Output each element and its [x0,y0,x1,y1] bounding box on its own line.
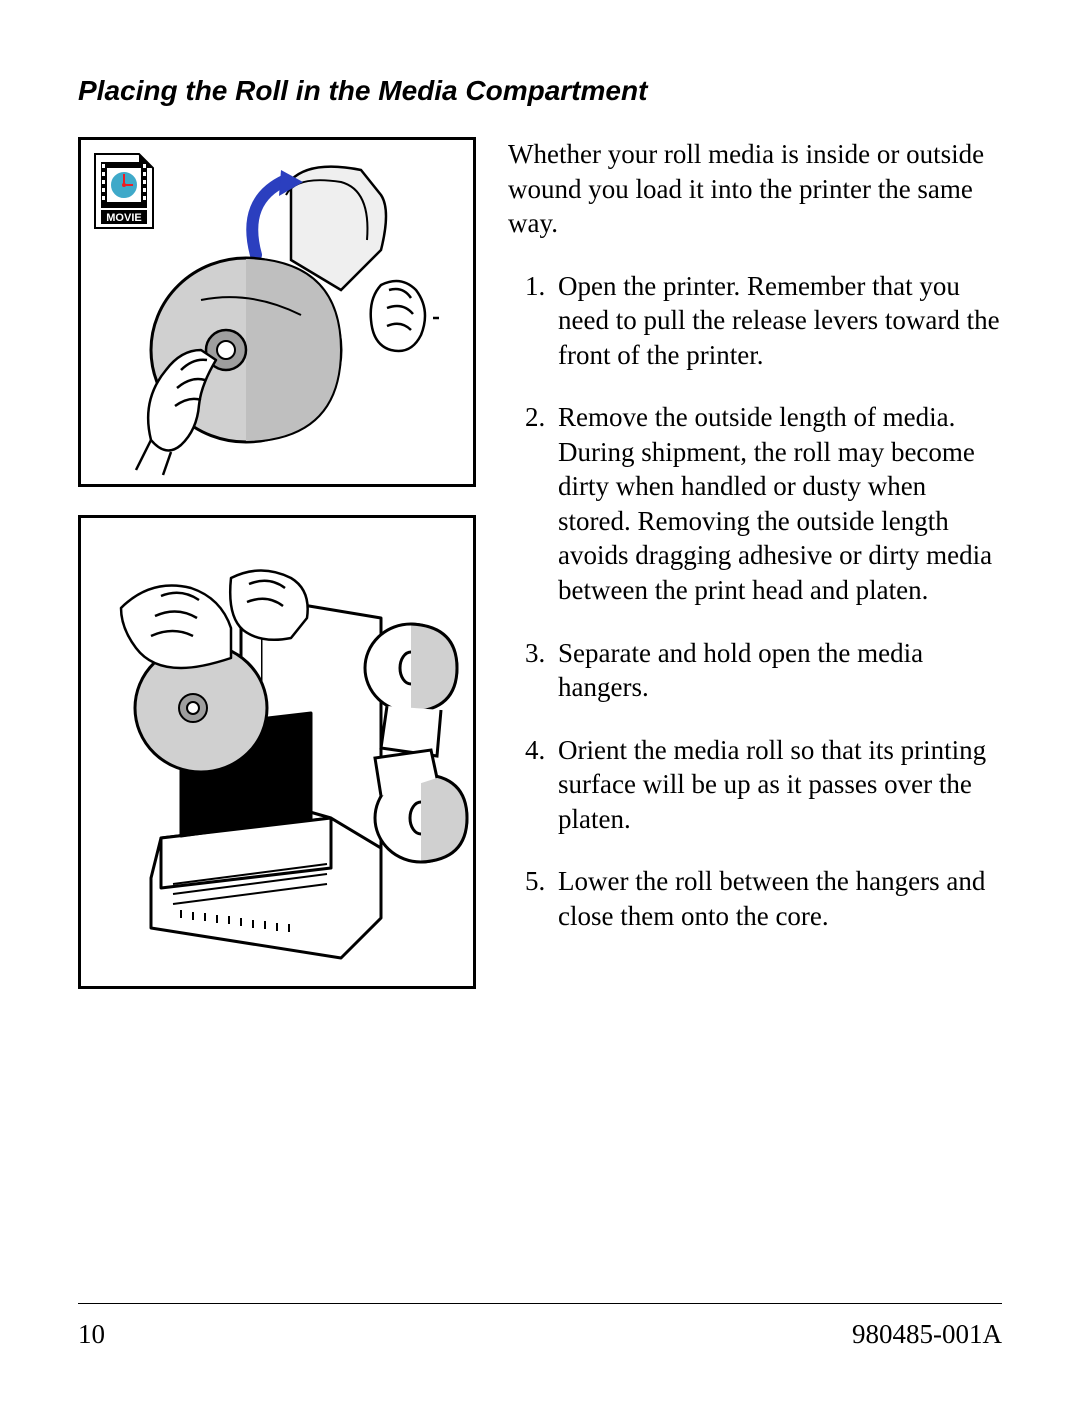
intro-paragraph: Whether your roll media is inside or out… [508,137,1002,241]
page-footer: 10 980485-001A [78,1319,1002,1350]
figures-column: MOVIE [78,137,476,989]
step-item: Separate and hold open the media hangers… [552,636,1002,705]
footer-rule [78,1303,1002,1304]
content-row: MOVIE [78,137,1002,989]
page-number: 10 [78,1319,105,1350]
movie-badge-label: MOVIE [106,212,141,224]
step-item: Orient the media roll so that its printi… [552,733,1002,837]
movie-badge-icon: MOVIE [93,152,155,230]
figure-unroll-media: MOVIE [78,137,476,487]
figure-load-printer [78,515,476,989]
step-item: Remove the outside length of media. Duri… [552,400,1002,607]
document-id: 980485-001A [852,1319,1002,1350]
step-item: Lower the roll between the hangers and c… [552,864,1002,933]
step-list: Open the printer. Remember that you need… [508,269,1002,934]
step-item: Open the printer. Remember that you need… [552,269,1002,373]
section-heading: Placing the Roll in the Media Compartmen… [78,75,1002,107]
page: Placing the Roll in the Media Compartmen… [0,0,1080,1412]
text-column: Whether your roll media is inside or out… [476,137,1002,961]
figure-load-printer-svg [81,518,473,986]
